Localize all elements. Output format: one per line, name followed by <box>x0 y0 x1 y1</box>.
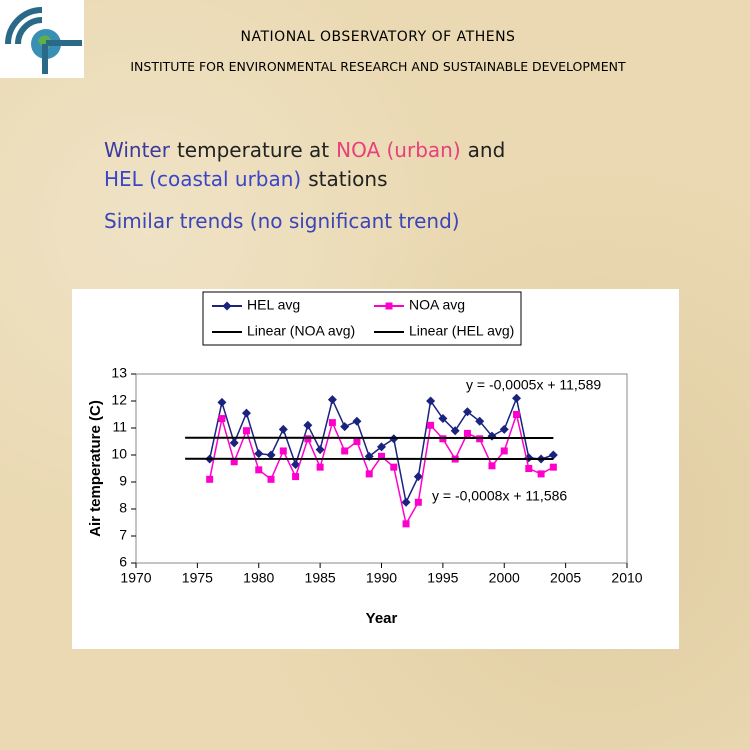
point <box>525 465 533 472</box>
heading-part: and <box>467 138 506 162</box>
point <box>402 520 410 528</box>
point <box>427 421 435 429</box>
point <box>365 470 373 478</box>
legend-label: HEL avg <box>247 297 300 313</box>
point <box>218 415 226 423</box>
y-tick-label: 8 <box>119 500 127 516</box>
point <box>401 497 411 507</box>
y-tick-label: 10 <box>111 446 127 462</box>
point <box>230 458 238 466</box>
point <box>353 438 361 445</box>
x-axis-label: Year <box>366 610 398 627</box>
legend-marker <box>385 302 393 310</box>
point <box>500 447 508 455</box>
point <box>549 463 557 471</box>
point <box>450 426 460 436</box>
point <box>426 396 436 406</box>
point <box>499 424 509 434</box>
legend-marker <box>222 301 232 311</box>
x-tick-label: 1980 <box>243 570 274 586</box>
point <box>414 498 422 506</box>
point <box>327 395 337 405</box>
plot-area <box>135 373 628 564</box>
legend-label: NOA avg <box>409 297 465 313</box>
point <box>242 427 250 435</box>
point <box>254 449 264 459</box>
x-tick-label: 1975 <box>182 570 213 586</box>
point <box>303 420 313 430</box>
heading-part: HEL (coastal urban) <box>104 167 302 191</box>
heading: HEL (coastal urban) stations <box>104 165 394 194</box>
point <box>229 438 239 448</box>
point <box>438 414 448 424</box>
point <box>377 442 386 452</box>
heading-part: temperature at <box>176 138 330 162</box>
x-tick-label: 1990 <box>366 570 397 586</box>
point <box>512 393 522 403</box>
chart-area: 6 7 8 9 10 11 12 13 1970 1975 1980 1985 1990 1995 2000… <box>72 289 679 649</box>
point <box>548 450 558 460</box>
point <box>413 472 423 482</box>
x-tick-label: 2010 <box>611 570 642 586</box>
point <box>341 447 349 455</box>
annotation: y = -0,0008x + 11,586 <box>432 488 567 504</box>
point <box>513 411 521 418</box>
logo <box>0 0 84 78</box>
chart: 6 7 8 9 10 11 12 13 1970 1975 1980 1985 1990 1995 2000… <box>87 291 643 627</box>
point <box>291 459 301 469</box>
point <box>462 407 472 417</box>
legend-label: Linear (NOA avg) <box>247 323 355 339</box>
point <box>315 445 325 455</box>
point <box>390 463 398 471</box>
x-tick-label: 2000 <box>489 570 520 586</box>
point <box>463 429 471 437</box>
heading: Winter temperature at NOA (urban) and <box>104 136 512 165</box>
point <box>241 408 251 418</box>
heading-part: Winter <box>104 138 170 162</box>
x-tick-label: 1985 <box>305 570 336 586</box>
y-tick-label: 9 <box>119 473 127 489</box>
bullet: Similar trends (no significant trend) <box>104 209 460 233</box>
point <box>488 462 496 470</box>
point <box>475 416 485 426</box>
point <box>292 473 300 481</box>
point <box>537 470 545 478</box>
point <box>217 397 227 407</box>
point <box>316 463 324 471</box>
annotation: y = -0,0005x + 11,589 <box>466 377 601 393</box>
point <box>279 447 287 455</box>
y-tick-label: 13 <box>111 365 127 381</box>
legend <box>202 291 522 346</box>
point <box>206 475 214 483</box>
heading-part: stations <box>308 167 388 191</box>
header-title: NATIONAL OBSERVATORY OF ATHENS <box>240 29 516 45</box>
y-tick-label: 7 <box>119 527 127 543</box>
x-tick-label: 1995 <box>427 570 458 586</box>
point <box>266 450 276 460</box>
y-axis-label: Air temperature (C) <box>87 400 104 537</box>
y-tick-label: 11 <box>112 419 127 435</box>
y-tick-label: 12 <box>111 392 127 408</box>
point <box>328 419 336 427</box>
legend-label: Linear (HEL avg) <box>409 323 514 339</box>
point <box>378 452 385 460</box>
point <box>255 466 263 474</box>
y-tick-label: 6 <box>119 554 127 570</box>
heading-part: NOA (urban) <box>336 138 461 162</box>
header-subtitle: INSTITUTE FOR ENVIRONMENTAL RESEARCH AND… <box>130 59 626 74</box>
point <box>340 422 350 432</box>
point <box>352 416 362 426</box>
x-tick-label: 2005 <box>550 570 581 586</box>
point <box>278 424 288 434</box>
x-tick-label: 1970 <box>120 570 151 586</box>
point <box>267 475 275 483</box>
